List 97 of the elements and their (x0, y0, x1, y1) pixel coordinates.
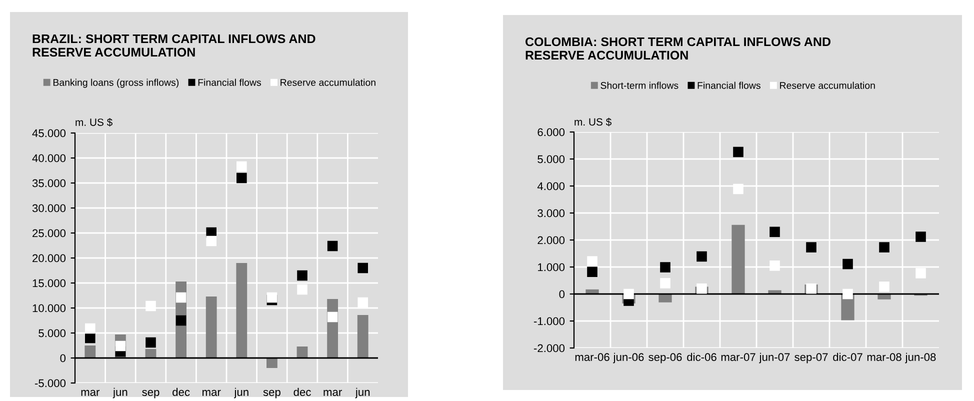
y-tick-label: -2.000 (534, 344, 565, 352)
point (266, 292, 278, 303)
point (696, 251, 707, 262)
point (660, 278, 670, 288)
x-tick-label: jun-07 (759, 352, 790, 364)
x-tick-label: sep-06 (648, 353, 682, 364)
bar (658, 294, 672, 302)
point (327, 312, 338, 322)
bar (84, 346, 96, 358)
y-tick-label: 3.000 (538, 209, 565, 218)
y-tick-label: 25.000 (32, 229, 66, 238)
x-tick-label: sep (263, 390, 280, 398)
chart-title: COLOMBIA: SHORT TERM CAPITAL INFLOWS AND RESERVE ACCUMULATION (526, 37, 830, 60)
point (916, 268, 926, 278)
y-tick-label: 45.000 (32, 129, 66, 138)
point (842, 258, 853, 270)
bar (586, 289, 599, 294)
y-tick-label: 0 (60, 354, 66, 362)
legend-label: Short-term inflows (600, 82, 678, 89)
point (85, 323, 96, 334)
point (176, 292, 186, 303)
legend-label: Reserve accumulation (780, 82, 875, 89)
y-tick-label: 0 (559, 290, 565, 298)
point (176, 315, 186, 326)
legend-label: Financial flows (698, 82, 760, 89)
x-tick-label: dic-07 (833, 352, 862, 362)
x-tick-label: dec (172, 388, 190, 396)
point (236, 172, 247, 184)
point (733, 184, 744, 194)
y-tick-label: 40.000 (32, 154, 66, 162)
x-tick-label: jun (234, 388, 248, 398)
point (146, 300, 156, 312)
bar (732, 224, 745, 294)
x-tick-label: dic-06 (687, 352, 716, 362)
x-tick-label: dec (294, 388, 311, 396)
y-tick-label: 30.000 (32, 204, 66, 212)
y-tick-label: 35.000 (32, 179, 66, 188)
point (85, 332, 96, 344)
x-tick-label: mar-08 (867, 353, 902, 362)
chart-title: BRAZIL: SHORT TERM CAPITAL INFLOWS AND RESERVE ACCUMULATION (32, 34, 316, 57)
y-tick-label: 4.000 (537, 182, 565, 190)
point (236, 161, 247, 172)
point (587, 256, 598, 266)
point (358, 297, 368, 308)
point (842, 288, 853, 300)
x-tick-label: mar (324, 390, 342, 396)
y-tick-label: -1.000 (534, 317, 565, 326)
y-axis-title: m. US $ (574, 118, 612, 126)
point (660, 262, 670, 272)
point (624, 288, 634, 300)
y-tick-label: 5.000 (538, 155, 565, 164)
bar (145, 349, 156, 358)
bar (878, 294, 891, 300)
point (146, 337, 156, 348)
point (587, 266, 598, 278)
bar (236, 263, 248, 358)
point (770, 226, 780, 238)
y-tick-label: 1.000 (538, 263, 565, 272)
x-tick-label: mar-07 (721, 353, 756, 362)
x-tick-label: jun-08 (905, 352, 936, 364)
x-tick-label: mar (202, 390, 221, 396)
x-tick-label: mar-06 (575, 353, 610, 362)
x-tick-label: sep (142, 390, 160, 398)
point (327, 240, 338, 252)
point (879, 242, 890, 252)
x-tick-label: jun-06 (613, 352, 644, 364)
legend-label: Banking loans (gross inflows) (53, 78, 179, 88)
x-tick-label: sep-07 (794, 353, 828, 364)
y-tick-label: 5.000 (38, 329, 66, 338)
y-tick-label: -5.000 (34, 379, 66, 388)
point (916, 232, 926, 242)
bar (296, 346, 308, 358)
y-axis-title: m. US $ (76, 118, 112, 127)
bar (357, 315, 368, 358)
bar (266, 358, 278, 368)
point (297, 270, 308, 281)
point (206, 236, 216, 246)
x-tick-label: jun (355, 388, 370, 398)
x-tick-label: mar (81, 390, 100, 396)
point (297, 284, 308, 295)
y-tick-label: 2.000 (538, 236, 565, 244)
point (806, 242, 816, 252)
y-tick-label: 6.000 (538, 128, 565, 136)
point (358, 262, 368, 274)
point (770, 260, 780, 271)
y-tick-label: 10.000 (32, 304, 66, 312)
point (696, 283, 707, 294)
y-tick-label: 15.000 (32, 279, 66, 288)
x-tick-label: jun (112, 388, 128, 398)
point (879, 282, 890, 292)
point (733, 146, 744, 158)
bar (206, 296, 217, 358)
legend-label: Financial flows (198, 78, 262, 86)
y-tick-label: 20.000 (32, 254, 66, 262)
legend-label: Reserve accumulation (280, 78, 376, 86)
point (115, 340, 126, 352)
bar (768, 290, 782, 294)
